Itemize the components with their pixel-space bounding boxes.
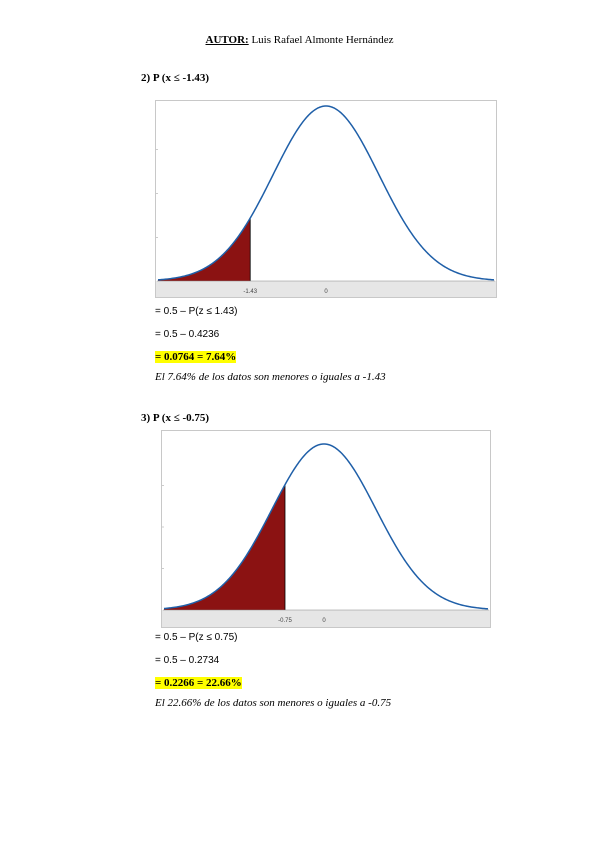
result-highlight-3: = 0.2266 = 22.66%: [155, 677, 242, 689]
step-line-3b: = 0.5 – 0.2734: [155, 655, 220, 666]
step-line-2b: = 0.5 – 0.4236: [155, 329, 220, 340]
conclusion-2: El 7.64% de los datos son menores o igua…: [155, 371, 386, 383]
normal-curve-chart-3: -0.75 0: [161, 430, 491, 628]
author-label: AUTOR:: [205, 34, 249, 46]
author-name: Luis Rafael Almonte Hernández: [251, 34, 394, 46]
shaded-area: [164, 484, 285, 610]
result-highlight-2: = 0.0764 = 7.64%: [155, 351, 237, 363]
tick-label-cutoff: -1.43: [243, 289, 257, 295]
density-curve: [157, 105, 495, 281]
tick-label-cutoff: -0.75: [278, 618, 292, 624]
tick-label-zero: 0: [324, 289, 328, 295]
section-heading-3: 3) P (x ≤ -0.75): [141, 412, 210, 424]
normal-curve-chart-2: -1.43 0: [155, 100, 497, 298]
author-line: AUTOR: Luis Rafael Almonte Hernández: [0, 34, 599, 46]
axis-band: [162, 610, 490, 627]
step-line-3a: = 0.5 – P(z ≤ 0.75): [155, 632, 238, 643]
axis-band: [156, 281, 496, 297]
conclusion-3: El 22.66% de los datos son menores o igu…: [155, 697, 392, 709]
tick-label-zero: 0: [322, 618, 326, 624]
density-curve: [163, 443, 489, 610]
section-heading-2: 2) P (x ≤ -1.43): [141, 72, 210, 84]
step-line-2a: = 0.5 – P(z ≤ 1.43): [155, 306, 238, 317]
shaded-area: [158, 218, 251, 281]
